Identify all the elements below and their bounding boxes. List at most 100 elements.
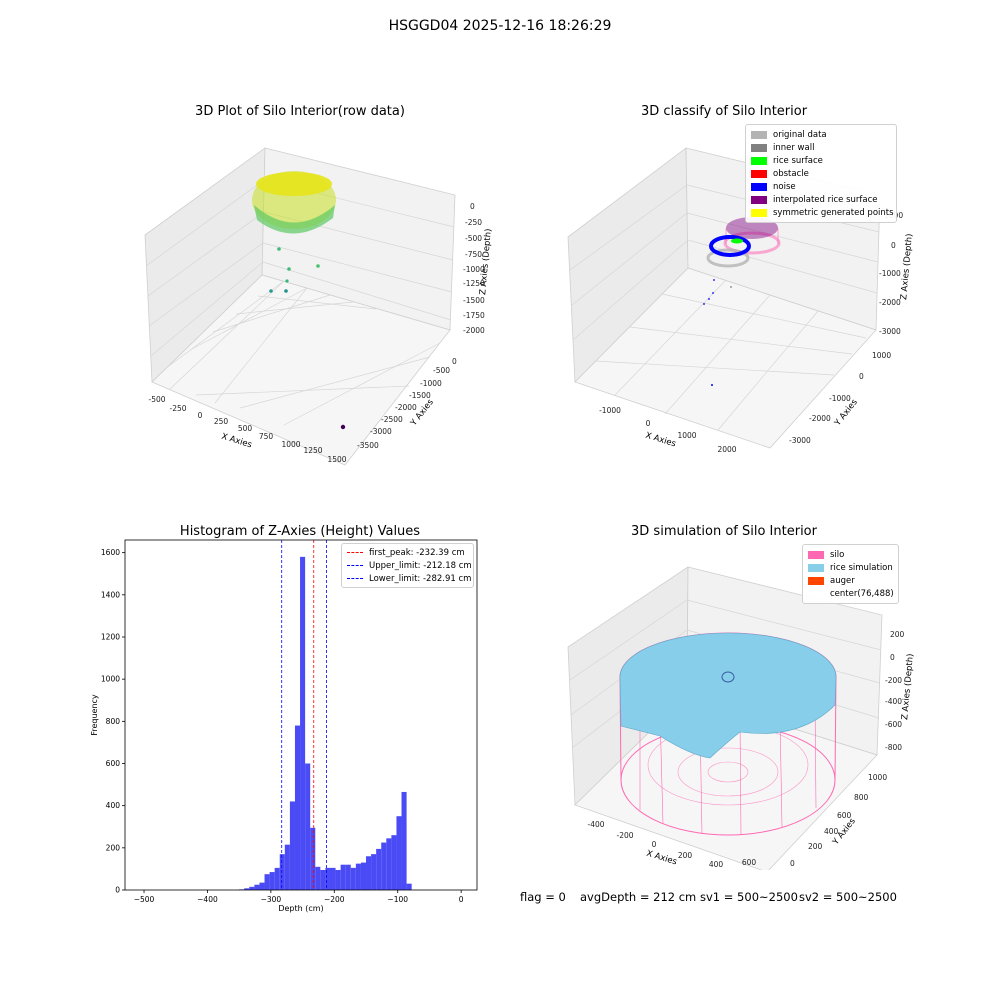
panel1-xtick: -500 [148, 395, 165, 404]
panel4-ztick: -200 [885, 676, 902, 685]
histogram-bar [289, 801, 295, 890]
ytick-label: 1400 [101, 590, 120, 599]
legend-swatch [808, 576, 824, 585]
rice-surface-fill [619, 632, 837, 759]
legend-entry: symmetric generated points [751, 206, 894, 219]
xtick-label: −400 [197, 895, 218, 904]
legend-swatch [751, 130, 767, 139]
legend-swatch [347, 565, 363, 566]
figure-title: HSGGD04 2025-12-16 18:26:29 [388, 18, 612, 34]
panel1-xtick: 1250 [303, 446, 322, 455]
panel1-ztick: -1000 [463, 265, 485, 274]
legend-label: symmetric generated points [773, 207, 894, 218]
ytick-label: 1200 [101, 632, 120, 641]
panel1-ztick: -1750 [463, 311, 485, 320]
panel2-title: 3D classify of Silo Interior [640, 104, 808, 119]
panel1-point [287, 267, 291, 271]
panel1-gridlines [145, 179, 455, 426]
panel2-ytick: -3000 [789, 436, 811, 445]
sv1-readout: sv1 = 500~2500 [700, 890, 798, 904]
legend-entry: noise [751, 180, 890, 193]
legend-entry: original data [751, 128, 890, 141]
panel4-xlabel: X Axies [645, 849, 678, 868]
panel1-3d-axes: -500 -250 0 250 500 750 1000 1250 1500 X… [144, 147, 494, 466]
ytick-label: 600 [106, 759, 121, 768]
panel4-xtick: -200 [616, 831, 633, 840]
legend-entry: interpolated rice surface [751, 193, 890, 206]
panel4-ztick: -400 [885, 697, 902, 706]
panel2-pink-ring [723, 231, 781, 255]
panel1-point [269, 289, 273, 293]
panel1-ztick: -500 [465, 234, 482, 243]
panel2-xtick: 1000 [677, 431, 696, 440]
xtick-label: −100 [387, 895, 408, 904]
legend-swatch [751, 208, 767, 217]
histogram-frame [124, 539, 478, 891]
sv2-readout: sv2 = 500~2500 [799, 890, 897, 904]
xtick-label: −500 [134, 895, 155, 904]
panel1-xticks: -500 -250 0 250 500 750 1000 1250 1500 [148, 395, 346, 464]
panel2-rice-surface [731, 238, 743, 244]
ytick-label: 800 [106, 717, 121, 726]
histogram-bar [249, 886, 255, 890]
legend-label: Upper_limit: -212.18 cm [369, 560, 472, 571]
ytick-label: 400 [106, 801, 121, 810]
panel2-ztick: 0 [891, 241, 896, 250]
panel4-ytick: 800 [854, 793, 869, 802]
histogram-bar [294, 725, 301, 890]
panel1-floor-pane [151, 274, 451, 466]
histogram-xticks: −500 −400 −300 −200 −100 0 [134, 890, 464, 904]
panel3-legend: first_peak: -232.39 cm Upper_limit: -212… [341, 543, 474, 588]
panel1-xtick: 0 [198, 411, 203, 420]
histogram-ylabel: Frequency [90, 694, 99, 736]
panel2-ytick: -1000 [829, 394, 851, 403]
histogram-bar [330, 867, 336, 890]
legend-entry: inner wall [751, 141, 890, 154]
panel4-yticks: 1000 800 600 400 200 0 [790, 773, 887, 868]
legend-label: rice surface [773, 155, 823, 166]
panel1-ytick: -2000 [395, 403, 417, 412]
histogram-bar [340, 864, 346, 890]
panel4-legend: silo rice simulation auger center(76,488… [802, 544, 899, 604]
flag-readout: flag = 0 [520, 890, 566, 904]
legend-label: auger [830, 575, 855, 586]
legend-label: noise [773, 181, 796, 192]
panel2-xtick: 2000 [717, 445, 736, 454]
histogram-bar [310, 827, 316, 890]
panel2-ytick: 0 [859, 372, 864, 381]
panel2-ytick: -2000 [809, 414, 831, 423]
histogram-bar [381, 842, 387, 890]
panel1-xtick: 500 [238, 424, 253, 433]
panel1-title: 3D Plot of Silo Interior(row data) [195, 104, 405, 119]
panel1-point-cloud [252, 171, 346, 430]
legend-swatch [751, 195, 767, 204]
ytick-label: 1000 [101, 675, 120, 684]
legend-entry: auger [808, 574, 892, 587]
histogram-bar [386, 838, 392, 890]
panel4-ztick: -600 [885, 720, 902, 729]
histogram-bar [305, 763, 311, 890]
legend-label: rice simulation [830, 562, 893, 573]
histogram-bar [264, 874, 270, 890]
panel4-xtick: 200 [678, 851, 693, 860]
histogram-xlabel: Depth (cm) [278, 904, 323, 913]
panel1-ztick: 0 [470, 202, 475, 211]
panel2-ztick: -2000 [879, 298, 901, 307]
histogram-bar [300, 556, 306, 890]
legend-swatch [347, 578, 363, 579]
panel2-xtick: 0 [646, 419, 651, 428]
panel2-noise-ring [709, 235, 751, 257]
panel1-yticks: 0 -500 -1000 -1500 -2000 -2500 -3000 -35… [357, 357, 457, 450]
histogram-yticks: 0 200 400 600 800 1000 1200 1400 1600 [101, 548, 125, 895]
panel1-ytick: -1500 [409, 391, 431, 400]
panel4-ytick: 200 [808, 842, 823, 851]
histogram-bar [371, 854, 377, 890]
rice-simulation-surface [619, 632, 837, 759]
panel4-ytick: 600 [837, 811, 852, 820]
panel2-zticks: 1000 0 -1000 -2000 -3000 [879, 211, 903, 336]
histogram-bar [360, 862, 367, 890]
histogram-bar [396, 816, 402, 890]
panel4-zticks: 200 0 -200 -400 -600 -800 [885, 630, 905, 752]
panel2-original-ring [706, 248, 750, 268]
panel1-ztick: -1250 [463, 279, 485, 288]
